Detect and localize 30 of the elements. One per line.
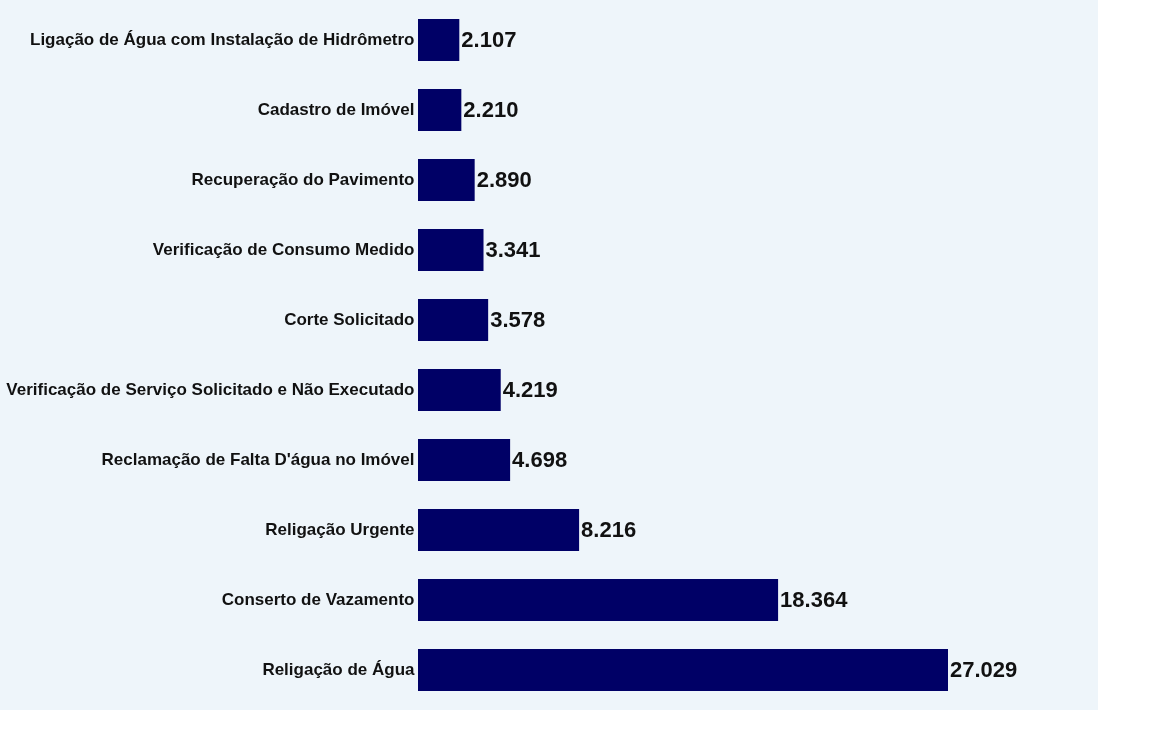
bar: [418, 439, 511, 481]
y-tick-label: Reclamação de Falta D'água no Imóvel: [101, 450, 415, 469]
bar: [418, 579, 779, 621]
data-label: 4.698: [512, 447, 568, 472]
y-tick-label: Religação de Água: [262, 660, 416, 679]
y-tick-label: Verificação de Serviço Solicitado e Não Executado: [6, 380, 415, 399]
bar: [418, 89, 462, 131]
data-label: 27.029: [950, 657, 1018, 682]
data-label: 3.578: [490, 307, 546, 332]
data-label: 2.107: [461, 27, 517, 52]
bar: [418, 299, 489, 341]
data-label: 4.219: [502, 377, 558, 402]
bar: [418, 369, 501, 411]
bar: [418, 509, 580, 551]
data-label: 3.341: [485, 237, 541, 262]
y-tick-label: Verificação de Consumo Medido: [152, 240, 415, 259]
y-tick-label: Recuperação do Pavimento: [191, 170, 415, 189]
data-label: 8.216: [581, 517, 637, 542]
y-tick-label: Religação Urgente: [265, 520, 415, 539]
y-tick-label: Conserto de Vazamento: [221, 590, 415, 609]
y-tick-label: Cadastro de Imóvel: [257, 100, 415, 119]
bar: [418, 649, 948, 691]
bar: [418, 229, 484, 271]
y-tick-label: Corte Solicitado: [284, 310, 415, 329]
data-label: 2.890: [476, 167, 532, 192]
data-label: 2.210: [463, 97, 519, 122]
bar: [418, 19, 460, 61]
bar: [418, 159, 475, 201]
data-label: 18.364: [780, 587, 849, 612]
y-tick-label: Ligação de Água com Instalação de Hidrômetro: [30, 30, 415, 49]
